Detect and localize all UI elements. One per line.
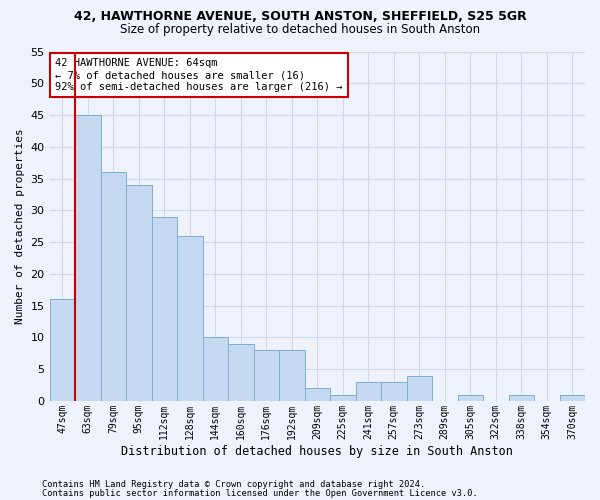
Bar [407,376,432,401]
Text: 42 HAWTHORNE AVENUE: 64sqm
← 7% of detached houses are smaller (16)
92% of semi-: 42 HAWTHORNE AVENUE: 64sqm ← 7% of detac… [55,58,343,92]
Bar [458,394,483,401]
Bar [75,115,101,401]
Bar [381,382,407,401]
X-axis label: Distribution of detached houses by size in South Anston: Distribution of detached houses by size … [121,444,513,458]
Bar [305,388,330,401]
Bar [279,350,305,401]
Bar [50,300,75,401]
Text: Contains public sector information licensed under the Open Government Licence v3: Contains public sector information licen… [42,488,478,498]
Text: Contains HM Land Registry data © Crown copyright and database right 2024.: Contains HM Land Registry data © Crown c… [42,480,425,489]
Bar [203,338,228,401]
Bar [356,382,381,401]
Bar [101,172,126,401]
Bar [152,216,177,401]
Y-axis label: Number of detached properties: Number of detached properties [15,128,25,324]
Bar [177,236,203,401]
Text: 42, HAWTHORNE AVENUE, SOUTH ANSTON, SHEFFIELD, S25 5GR: 42, HAWTHORNE AVENUE, SOUTH ANSTON, SHEF… [74,10,526,23]
Bar [509,394,534,401]
Text: Size of property relative to detached houses in South Anston: Size of property relative to detached ho… [120,22,480,36]
Bar [254,350,279,401]
Bar [330,394,356,401]
Bar [228,344,254,401]
Bar [560,394,585,401]
Bar [126,185,152,401]
